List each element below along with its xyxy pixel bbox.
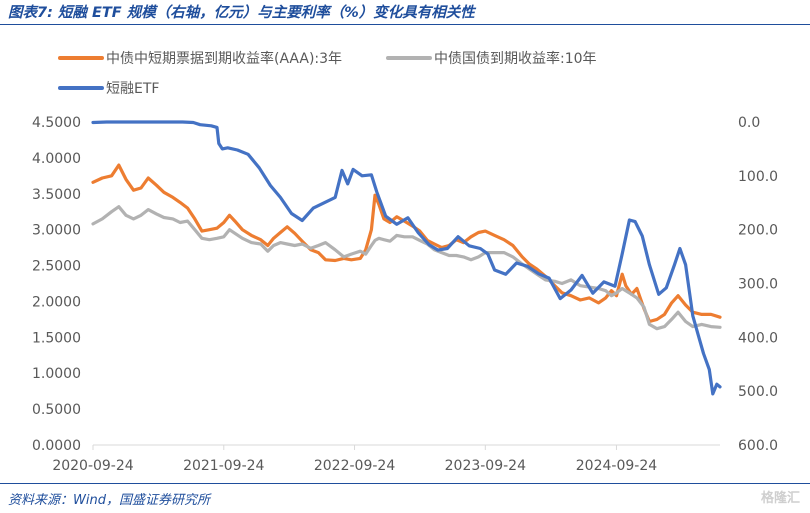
- y-left-tick-label: 1.5000: [32, 330, 81, 346]
- chart-title: 图表7: 短融 ETF 规模（右轴，亿元）与主要利率（%）变化具有相关性: [8, 5, 475, 21]
- x-tick-label: 2020-09-24: [52, 458, 133, 474]
- y-right-tick-label: 100.0: [738, 169, 778, 185]
- bottom-rule: [0, 483, 810, 484]
- legend-label: 中债国债到期收益率:10年: [434, 50, 597, 67]
- x-tick-label: 2022-09-24: [314, 458, 395, 474]
- chart-lines: [91, 120, 722, 396]
- y-left-tick-label: 1.0000: [32, 366, 81, 382]
- chart-axes: 0.0000 0.5000 1.0000 1.5000 2.0000 2.5000 3.00…: [32, 115, 778, 474]
- y-right-tick-label: 200.0: [738, 223, 778, 239]
- series-line-1: [91, 205, 722, 331]
- series-line-2: [91, 120, 722, 396]
- y-right-tick-label: 300.0: [738, 277, 778, 293]
- x-tick-label: 2021-09-24: [183, 458, 264, 474]
- x-tick-label: 2023-09-24: [445, 458, 526, 474]
- y-right-tick-label: 400.0: [738, 330, 778, 346]
- y-left-tick-label: 0.0000: [32, 438, 81, 454]
- top-rule: [0, 24, 810, 25]
- y-left-tick-label: 0.5000: [32, 402, 81, 418]
- y-left-tick-label: 2.5000: [32, 259, 81, 275]
- y-right-tick-label: 600.0: [738, 438, 778, 454]
- legend-label: 中债中短期票据到期收益率(AAA):3年: [106, 50, 342, 67]
- legend-label: 短融ETF: [106, 81, 159, 97]
- y-left-tick-label: 4.0000: [32, 151, 81, 167]
- source-note: 资料来源：Wind，国盛证券研究所: [8, 493, 210, 508]
- y-right-tick-label: 0.0: [738, 115, 760, 131]
- y-left-tick-label: 2.0000: [32, 294, 81, 310]
- series-line-0: [91, 163, 722, 324]
- y-left-tick-label: 4.5000: [32, 115, 81, 131]
- y-right-tick-label: 500.0: [738, 384, 778, 400]
- y-left-tick-label: 3.5000: [32, 187, 81, 203]
- y-left-tick-label: 3.0000: [32, 223, 81, 239]
- watermark: 格隆汇: [760, 491, 800, 506]
- x-tick-label: 2024-09-24: [576, 458, 657, 474]
